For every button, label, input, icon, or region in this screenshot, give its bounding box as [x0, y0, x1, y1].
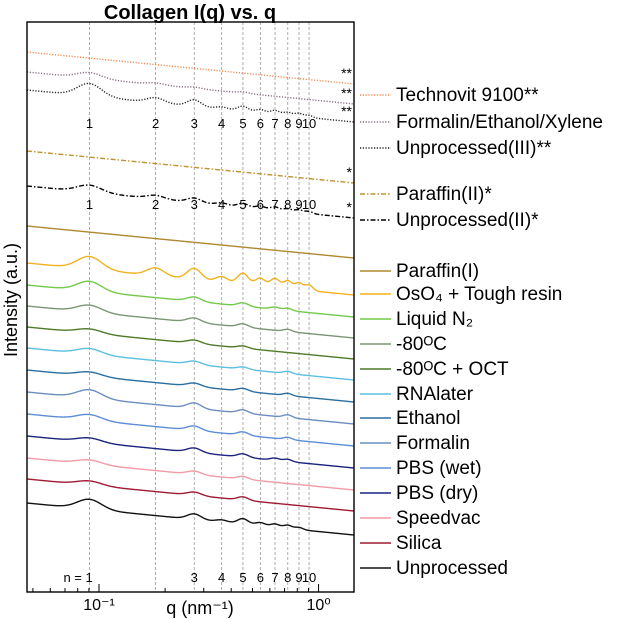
legend-entry-label: RNAlater: [396, 384, 474, 405]
series-line: [26, 369, 355, 403]
peak-label-5: 5: [239, 570, 246, 585]
series-line: [26, 71, 355, 105]
series-line: [26, 51, 355, 85]
significance-mark: *: [347, 199, 353, 215]
legend-entry-label: Unprocessed: [396, 558, 508, 579]
series-line: [26, 326, 355, 360]
peak-label-9: 9: [295, 116, 302, 131]
legend-entry-label: -80ᴼC + OCT: [396, 359, 509, 380]
significance-mark: *: [347, 164, 353, 180]
series-line: [26, 150, 355, 184]
legend-entry-label: Silica: [396, 533, 442, 554]
peak-label-8: 8: [284, 197, 291, 212]
peak-label-3: 3: [191, 570, 198, 585]
peak-label-1: n = 1: [63, 570, 92, 585]
peak-label-5: 5: [239, 116, 246, 131]
legend-entry-label: Technovit 9100**: [396, 85, 539, 106]
peak-label-4: 4: [218, 116, 225, 131]
chart-title: Collagen I(q) vs. q: [104, 2, 276, 24]
peak-label-6: 6: [257, 116, 264, 131]
peak-label-3: 3: [191, 116, 198, 131]
peak-label-9: 9: [295, 197, 302, 212]
series-line: [26, 457, 355, 491]
peak-label-2: 2: [152, 116, 159, 131]
peak-label-10: 10: [302, 116, 316, 131]
series-line: [26, 498, 355, 536]
legend-entry-label: Liquid N₂: [396, 309, 473, 330]
significance-mark: **: [341, 103, 352, 119]
legend-entry-label: Formalin: [396, 433, 470, 454]
legend-entry-label: Ethanol: [396, 408, 460, 429]
significance-mark: **: [341, 65, 352, 81]
peak-label-3: 3: [191, 197, 198, 212]
series-line: [26, 280, 355, 318]
legend-entry-label: Unprocessed(III)**: [396, 138, 552, 159]
legend-entry-label: Paraffin(II)*: [396, 184, 492, 205]
peak-label-8: 8: [284, 116, 291, 131]
x-axis: 10⁻¹ 10⁰: [32, 584, 331, 614]
peak-label-7: 7: [271, 197, 278, 212]
legend-entry-label: -80ᴼC: [396, 334, 447, 355]
peak-label-6: 6: [257, 570, 264, 585]
series-line: [26, 255, 355, 296]
peak-label-5: 5: [239, 197, 246, 212]
significance-annotations: ********: [341, 65, 352, 215]
peak-label-7: 7: [271, 116, 278, 131]
series-line: [26, 478, 355, 512]
series-line: [26, 413, 355, 447]
x-axis-label: q (nm⁻¹): [166, 598, 234, 618]
series-line: [26, 304, 355, 339]
x-tick-label: 10⁰: [306, 597, 330, 614]
series-line: [26, 388, 355, 425]
legend-entry-label: Formalin/Ethanol/Xylene: [396, 112, 603, 133]
peak-label-4: 4: [218, 197, 225, 212]
peak-label-10: 10: [302, 197, 316, 212]
plot-frame: [26, 21, 355, 593]
peak-label-10: 10: [302, 570, 316, 585]
legend: Technovit 9100** Formalin/Ethanol/Xylene U…: [360, 85, 603, 579]
series-line: [26, 225, 355, 259]
peak-label-8: 8: [284, 570, 291, 585]
legend-entry-label: PBS (dry): [396, 483, 478, 504]
significance-mark: **: [341, 85, 352, 101]
peak-label-1: 1: [86, 116, 93, 131]
legend-entry-label: PBS (wet): [396, 458, 482, 479]
legend-entry-label: Unprocessed(II)*: [396, 210, 539, 231]
peak-label-4: 4: [218, 570, 225, 585]
peak-label-7: 7: [271, 570, 278, 585]
series-lines: [26, 51, 355, 536]
peak-label-6: 6: [257, 197, 264, 212]
legend-entry-label: Speedvac: [396, 508, 481, 529]
x-tick-label: 10⁻¹: [83, 597, 115, 614]
peak-guide-lines: [89, 22, 310, 592]
peak-label-1: 1: [86, 197, 93, 212]
series-line: [26, 435, 355, 469]
legend-entry-label: OsO₄ + Tough resin: [396, 284, 562, 305]
legend-entry-label: Paraffin(I): [396, 261, 479, 282]
y-axis-label: Intensity (a.u.): [1, 243, 21, 357]
peak-label-9: 9: [295, 570, 302, 585]
peak-order-labels: 1 2 3 4 5 6 7 8 9 101 2 3 4 5 6 7 8 9 10n = 1 3 4 5 6 7 8 9 10: [63, 116, 316, 585]
series-line: [26, 82, 355, 123]
peak-label-2: 2: [152, 197, 159, 212]
series-line: [26, 347, 355, 381]
series-line: [26, 184, 355, 219]
